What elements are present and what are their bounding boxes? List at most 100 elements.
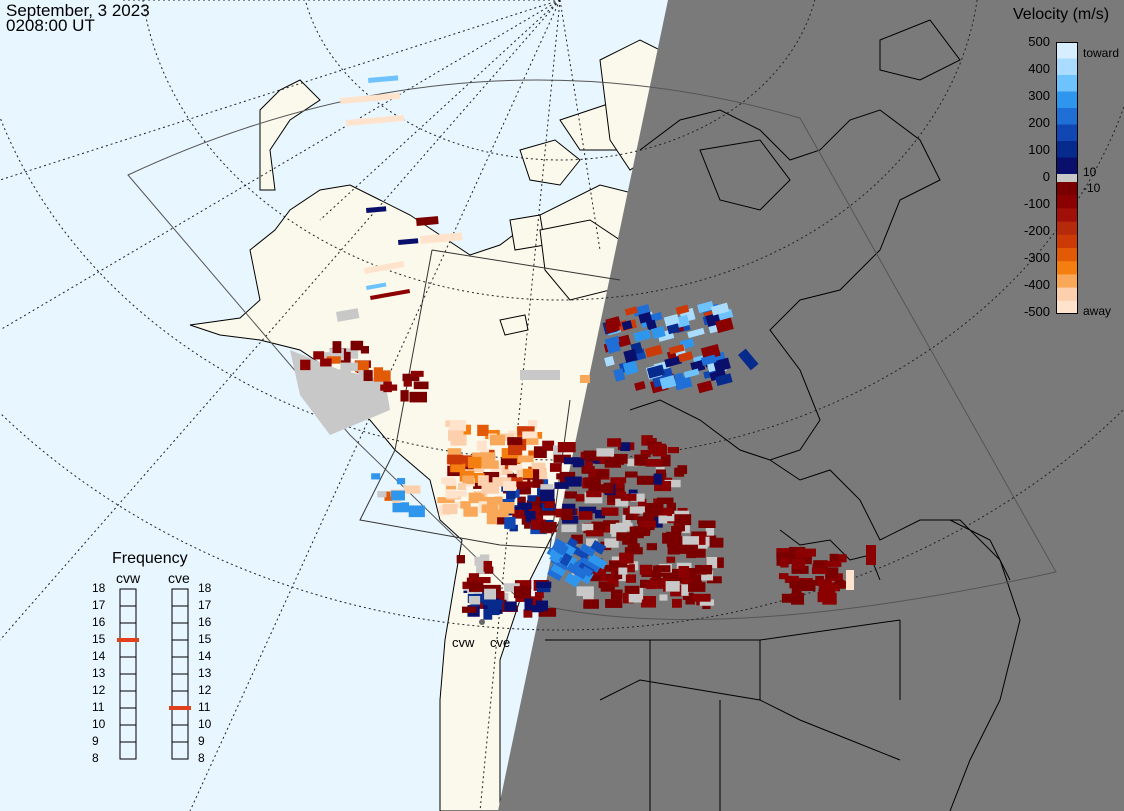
scatter-cell bbox=[655, 565, 671, 573]
velocity-tick: -100 bbox=[1023, 196, 1050, 211]
scatter-cell bbox=[633, 329, 652, 343]
scatter-cell bbox=[368, 75, 399, 83]
scatter-cell bbox=[623, 564, 635, 573]
colorbar-segment bbox=[1056, 274, 1078, 279]
velocity-tick: 400 bbox=[1028, 61, 1050, 76]
scatter-cell bbox=[583, 599, 599, 609]
scatter-cell bbox=[540, 489, 555, 502]
scatter-cell bbox=[666, 556, 676, 563]
scatter-cell bbox=[658, 515, 668, 524]
scatter-cell bbox=[476, 564, 485, 574]
scatter-cell bbox=[630, 493, 645, 502]
frequency-tick-left: 12 bbox=[92, 683, 106, 697]
scatter-cell bbox=[542, 440, 555, 451]
scatter-cell bbox=[461, 455, 473, 467]
scatter-cell bbox=[564, 491, 577, 499]
scatter-cell bbox=[825, 567, 839, 579]
scatter-cell bbox=[366, 206, 387, 213]
scatter-cell bbox=[813, 560, 828, 568]
colorbar-segment bbox=[1056, 147, 1078, 152]
scatter-cell bbox=[549, 550, 562, 564]
scatter-cell bbox=[504, 583, 520, 592]
colorbar-segment bbox=[1056, 134, 1078, 139]
scatter-cell bbox=[659, 375, 677, 390]
scatter-cell bbox=[481, 482, 500, 494]
scatter-cell bbox=[622, 592, 634, 604]
scatter-cell bbox=[358, 370, 367, 378]
velocity-tick: -400 bbox=[1023, 277, 1050, 292]
colorbar-segment bbox=[1056, 185, 1078, 190]
scatter-cell bbox=[700, 354, 717, 366]
scatter-cell bbox=[373, 370, 391, 382]
colorbar-segment bbox=[1056, 104, 1078, 109]
scatter-cell bbox=[795, 548, 809, 558]
colorbar-segment bbox=[1056, 205, 1078, 209]
freq-label-cve: cve bbox=[168, 570, 190, 586]
scatter-cell bbox=[512, 509, 525, 519]
colorbar-segment bbox=[1056, 208, 1078, 213]
scatter-cell bbox=[420, 232, 463, 244]
scatter-cell bbox=[666, 323, 680, 335]
velocity-tick: -200 bbox=[1023, 223, 1050, 238]
scatter-cell bbox=[685, 572, 696, 580]
scatter-cell bbox=[403, 485, 421, 494]
scatter-cell bbox=[653, 473, 663, 485]
scatter-cell bbox=[502, 481, 517, 491]
colorbar-segment bbox=[1056, 198, 1078, 203]
scatter-cell bbox=[518, 455, 534, 463]
velocity-legend-title: Velocity (m/s) bbox=[1013, 6, 1110, 23]
scatter-cell bbox=[778, 573, 789, 580]
scatter-cell bbox=[516, 484, 531, 495]
scatter-cell bbox=[791, 565, 809, 574]
scatter-cell bbox=[559, 552, 573, 567]
date-title: September, 3 2023 bbox=[6, 1, 150, 20]
colorbar-border bbox=[1056, 42, 1078, 314]
frequency-tick-left: 13 bbox=[92, 666, 106, 680]
scatter-cell bbox=[409, 391, 427, 403]
frequency-tick-right: 18 bbox=[198, 581, 212, 595]
scatter-cell bbox=[625, 513, 635, 520]
colorbar-segment bbox=[1056, 98, 1078, 102]
frequency-marker-cvw bbox=[117, 638, 139, 642]
scatter-cell bbox=[474, 556, 484, 566]
scatter-cell bbox=[604, 538, 619, 548]
scatter-cell bbox=[586, 538, 598, 547]
colorbar-segment bbox=[1056, 228, 1078, 233]
scatter-cell bbox=[564, 476, 582, 487]
colorbar-segment bbox=[1056, 231, 1078, 236]
colorbar-segment bbox=[1056, 88, 1078, 93]
scatter-cell bbox=[501, 498, 515, 506]
scatter-cell bbox=[530, 519, 546, 530]
scatter-cell bbox=[677, 543, 693, 554]
scatter-cell bbox=[612, 561, 628, 569]
colorbar-segment bbox=[1056, 127, 1078, 132]
scatter-cell bbox=[645, 459, 662, 467]
scatter-cell bbox=[645, 319, 657, 331]
scatter-cell bbox=[595, 453, 612, 465]
colorbar-segment bbox=[1056, 261, 1078, 266]
scatter-cell bbox=[584, 477, 601, 487]
colorbar-segment bbox=[1056, 287, 1078, 292]
scatter-cell bbox=[656, 497, 674, 504]
scatter-cells bbox=[290, 75, 876, 620]
scatter-cell bbox=[776, 552, 791, 560]
scatter-cell bbox=[350, 340, 364, 351]
colorbar-segment bbox=[1056, 141, 1078, 145]
colorbar-segment bbox=[1056, 111, 1078, 116]
scatter-cell bbox=[536, 586, 551, 593]
scatter-cell bbox=[811, 567, 827, 575]
scatter-cell bbox=[817, 591, 836, 603]
scatter-cell bbox=[798, 579, 816, 591]
scatter-cell bbox=[447, 454, 464, 465]
scatter-cell bbox=[639, 564, 653, 575]
scatter-cell bbox=[667, 573, 678, 585]
scatter-cell bbox=[570, 564, 588, 580]
scatter-cell bbox=[468, 595, 481, 605]
scatter-cell bbox=[713, 357, 731, 373]
frequency-tick-left: 14 bbox=[92, 649, 106, 663]
scatter-cell bbox=[647, 438, 657, 446]
scatter-cell bbox=[655, 507, 673, 517]
colorbar-segment bbox=[1056, 94, 1078, 99]
colorbar-segment bbox=[1056, 294, 1078, 299]
